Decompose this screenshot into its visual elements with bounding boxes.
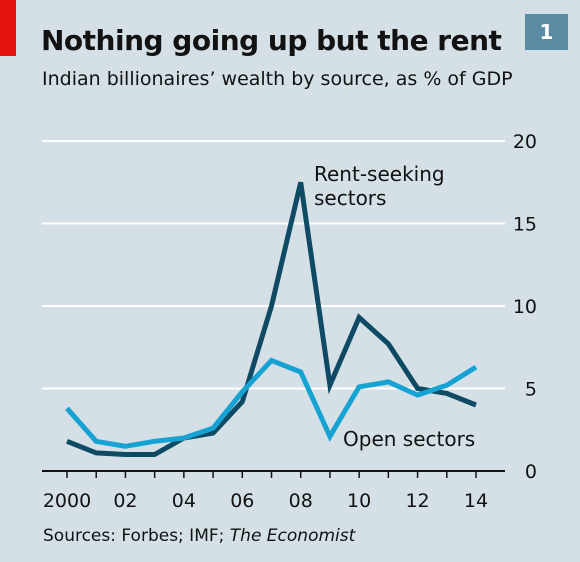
source-publisher: The Economist <box>229 526 356 546</box>
x-tick-label: 12 <box>405 490 429 512</box>
rent-seeking-label: Rent-seeking sectors <box>314 162 445 210</box>
line-chart: 0 5 10 15 20 2000 02 04 06 08 10 12 14 Rent-seeking… <box>42 131 537 512</box>
x-tick-label: 10 <box>347 490 371 512</box>
brand-red-tab <box>0 0 16 56</box>
x-axis-ticks: 2000 02 04 06 08 10 12 14 <box>43 471 488 512</box>
y-tick-label: 0 <box>525 461 537 483</box>
x-tick-label: 04 <box>172 490 196 512</box>
rent-seeking-label-line: sectors <box>314 186 386 210</box>
y-tick-label: 5 <box>525 379 537 401</box>
y-tick-label: 20 <box>513 131 537 153</box>
x-tick-label: 06 <box>230 490 254 512</box>
source-note: Sources: Forbes; IMF; The Economist <box>43 526 355 546</box>
rent-seeking-label-line: Rent-seeking <box>314 162 445 186</box>
x-tick-label: 02 <box>113 490 137 512</box>
x-tick-label: 14 <box>464 490 488 512</box>
chart-number-badge: 1 <box>525 14 568 50</box>
source-prefix: Sources: Forbes; IMF; <box>43 526 230 546</box>
y-axis-ticks: 0 5 10 15 20 <box>513 131 537 483</box>
y-tick-label: 10 <box>513 296 537 318</box>
series-labels: Rent-seeking sectors Open sectors <box>314 162 475 451</box>
series-lines <box>65 181 478 457</box>
open-sectors-label: Open sectors <box>343 427 475 451</box>
x-tick-label: 08 <box>289 490 313 512</box>
rent-seeking-line <box>66 181 477 457</box>
open-sectors-line <box>65 357 478 449</box>
open-sectors-label-line: Open sectors <box>343 427 475 451</box>
x-tick-label: 2000 <box>43 490 91 512</box>
chart-title: Nothing going up but the rent <box>41 24 502 57</box>
y-tick-label: 15 <box>513 214 537 236</box>
chart-subtitle: Indian billionaires’ wealth by source, a… <box>42 68 513 90</box>
